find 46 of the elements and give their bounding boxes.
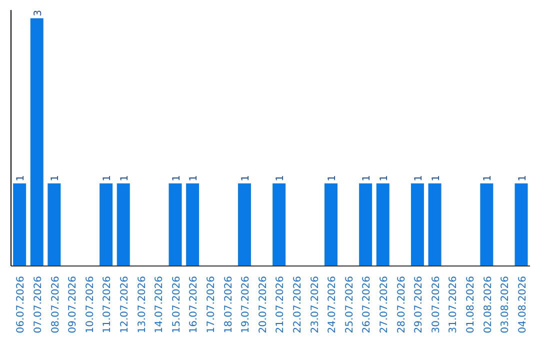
x-tick-label: 04.08.2026	[517, 276, 528, 334]
x-tick-label: 16.07.2026	[188, 276, 200, 334]
data-label: 1	[50, 175, 62, 182]
x-tick-label: 09.07.2026	[68, 276, 79, 334]
x-tick-label: 30.07.2026	[430, 276, 442, 334]
data-label: 1	[482, 175, 494, 182]
x-tick-label: 07.07.2026	[32, 276, 44, 334]
x-tick-label: 22.07.2026	[292, 276, 304, 334]
x-tick-label: 11.07.2026	[102, 276, 114, 334]
x-tick-label: 24.07.2026	[327, 276, 338, 334]
data-label: 1	[517, 175, 528, 182]
data-label: 1	[275, 175, 286, 182]
data-label: 3	[32, 10, 44, 16]
x-tick-label: 12.07.2026	[119, 276, 130, 334]
data-label: 1	[240, 175, 252, 182]
data-label: 1	[119, 175, 130, 182]
x-tick-label: 02.08.2026	[482, 276, 494, 334]
x-tick-label: 06.07.2026	[16, 276, 27, 334]
x-tick-label: 31.07.2026	[448, 276, 460, 334]
data-label: 1	[430, 175, 442, 182]
x-tick-label: 01.08.2026	[465, 276, 476, 334]
x-tick-label: 10.07.2026	[84, 276, 96, 334]
x-tick-label: 28.07.2026	[396, 276, 408, 334]
x-tick-label: 29.07.2026	[414, 276, 425, 334]
data-label: 1	[362, 175, 373, 182]
data-label: 1	[16, 175, 27, 182]
data-label: 1	[171, 175, 182, 182]
x-tick-label: 17.07.2026	[206, 276, 217, 334]
x-tick-label: 20.07.2026	[258, 276, 269, 334]
x-tick-label: 15.07.2026	[171, 276, 182, 334]
data-label: 1	[378, 175, 390, 182]
data-label: 1	[326, 175, 338, 182]
x-tick-label: 03.08.2026	[500, 276, 512, 334]
data-label: 1	[413, 175, 424, 182]
x-tick-label: 27.07.2026	[378, 276, 390, 334]
data-label: 1	[188, 175, 200, 182]
x-tick-label: 13.07.2026	[136, 276, 148, 334]
x-tick-label: 18.07.2026	[223, 276, 234, 334]
x-tick-label: 23.07.2026	[310, 276, 321, 334]
x-tick-label: 21.07.2026	[275, 276, 286, 334]
data-label: 1	[102, 175, 114, 182]
x-tick-label: 14.07.2026	[154, 276, 166, 334]
x-tick-label: 08.07.2026	[50, 276, 62, 334]
x-tick-label: 25.07.2026	[344, 276, 356, 334]
x-tick-label: 26.07.2026	[362, 276, 373, 334]
x-tick-label: 19.07.2026	[240, 276, 252, 334]
